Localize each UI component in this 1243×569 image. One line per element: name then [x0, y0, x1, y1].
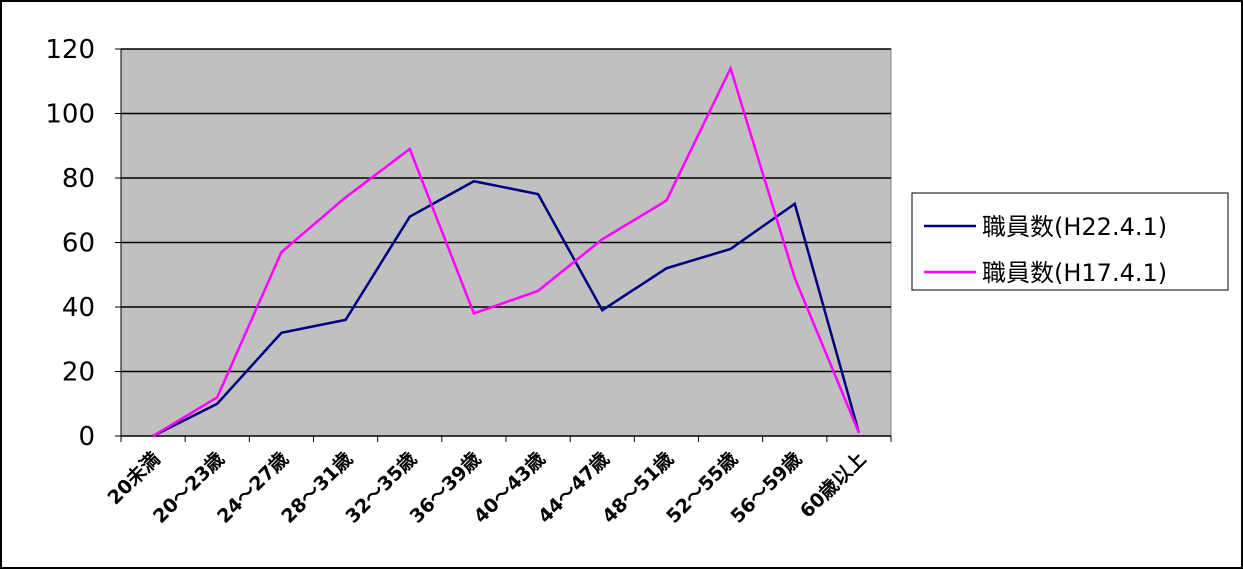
- y-tick-label: 40: [62, 293, 95, 323]
- y-tick-label: 100: [45, 100, 95, 130]
- y-tick-label: 60: [62, 229, 95, 259]
- legend-label: 職員数(H22.4.1): [982, 213, 1167, 241]
- y-tick-label: 80: [62, 164, 95, 194]
- y-tick-label: 20: [62, 358, 95, 388]
- legend: [911, 192, 1229, 291]
- legend-label: 職員数(H17.4.1): [982, 259, 1167, 287]
- y-tick-label: 120: [45, 35, 95, 65]
- y-tick-label: 0: [78, 422, 95, 452]
- series-line: [152, 179, 861, 438]
- series-line: [152, 64, 861, 438]
